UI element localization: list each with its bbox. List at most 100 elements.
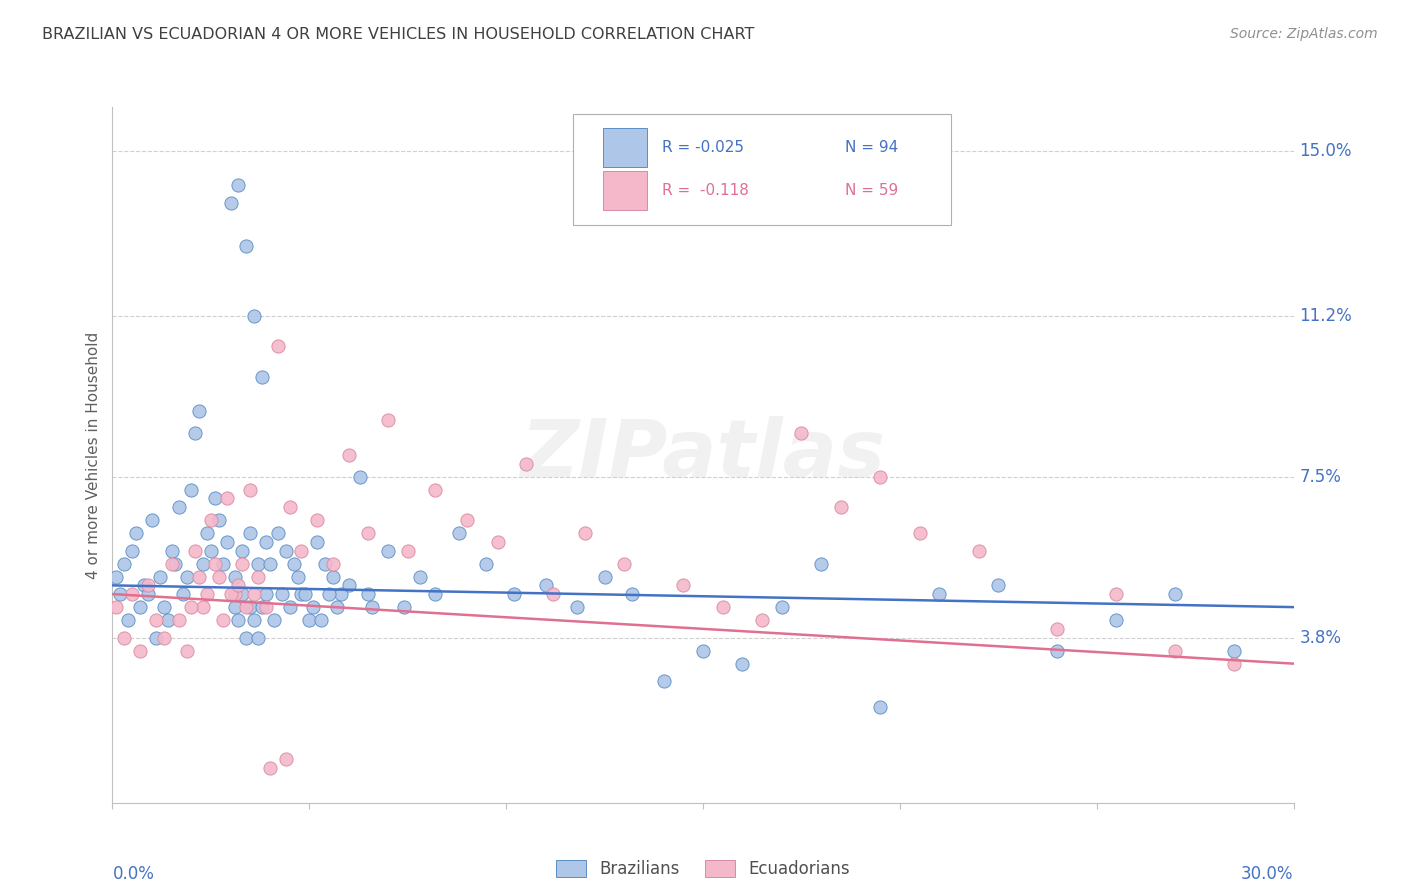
Point	[1046, 622, 1069, 636]
Point	[396, 543, 419, 558]
Point	[200, 513, 222, 527]
Point	[228, 578, 250, 592]
Point	[224, 570, 246, 584]
Point	[357, 587, 380, 601]
Point	[208, 570, 231, 584]
Point	[326, 600, 349, 615]
Text: 30.0%: 30.0%	[1241, 865, 1294, 883]
Point	[377, 413, 399, 427]
Point	[274, 543, 297, 558]
Point	[751, 613, 773, 627]
Point	[254, 600, 277, 615]
Point	[652, 674, 675, 689]
Point	[152, 600, 174, 615]
Point	[188, 570, 211, 584]
Point	[259, 557, 281, 571]
Point	[322, 570, 344, 584]
Point	[593, 570, 616, 584]
Point	[141, 513, 163, 527]
Point	[228, 613, 250, 627]
Point	[231, 543, 253, 558]
Point	[145, 631, 167, 645]
Point	[165, 557, 187, 571]
Point	[267, 526, 290, 541]
Point	[176, 643, 198, 657]
Point	[298, 613, 321, 627]
Point	[731, 657, 754, 671]
Text: 15.0%: 15.0%	[1299, 142, 1353, 160]
Point	[456, 513, 478, 527]
Point	[278, 600, 301, 615]
Point	[810, 557, 832, 571]
Point	[121, 543, 143, 558]
Text: R =  -0.118: R = -0.118	[662, 183, 748, 198]
Point	[574, 526, 596, 541]
Point	[228, 178, 250, 193]
Point	[318, 587, 340, 601]
Point	[235, 631, 257, 645]
Text: BRAZILIAN VS ECUADORIAN 4 OR MORE VEHICLES IN HOUSEHOLD CORRELATION CHART: BRAZILIAN VS ECUADORIAN 4 OR MORE VEHICL…	[42, 27, 755, 42]
Point	[337, 578, 360, 592]
Point	[250, 369, 273, 384]
Point	[117, 613, 139, 627]
Point	[191, 557, 214, 571]
Point	[243, 309, 266, 323]
Point	[250, 600, 273, 615]
Point	[136, 587, 159, 601]
Point	[307, 513, 329, 527]
Point	[278, 500, 301, 514]
Point	[565, 600, 588, 615]
Point	[235, 600, 257, 615]
Point	[169, 613, 191, 627]
Point	[302, 600, 325, 615]
Point	[208, 513, 231, 527]
Point	[204, 491, 226, 506]
Point	[1223, 643, 1246, 657]
Bar	[603, 171, 648, 210]
Point	[235, 239, 257, 253]
Point	[188, 404, 211, 418]
Point	[425, 587, 447, 601]
Point	[200, 543, 222, 558]
Point	[215, 491, 238, 506]
Text: N = 94: N = 94	[845, 140, 898, 155]
Point	[145, 613, 167, 627]
Point	[204, 557, 226, 571]
Text: Source: ZipAtlas.com: Source: ZipAtlas.com	[1230, 27, 1378, 41]
Point	[377, 543, 399, 558]
Point	[361, 600, 384, 615]
Point	[110, 587, 132, 601]
Point	[224, 587, 246, 601]
Point	[219, 587, 242, 601]
Point	[219, 195, 242, 210]
Point	[543, 587, 565, 601]
Point	[329, 587, 352, 601]
Point	[239, 483, 262, 497]
Text: R = -0.025: R = -0.025	[662, 140, 744, 155]
Point	[869, 700, 891, 714]
Legend: Brazilians, Ecuadorians: Brazilians, Ecuadorians	[550, 854, 856, 885]
Point	[121, 587, 143, 601]
Point	[156, 613, 179, 627]
Bar	[603, 128, 648, 167]
Point	[425, 483, 447, 497]
Point	[259, 761, 281, 775]
Point	[160, 543, 183, 558]
Point	[184, 543, 207, 558]
Point	[967, 543, 990, 558]
Point	[1046, 643, 1069, 657]
Text: 11.2%: 11.2%	[1299, 307, 1353, 325]
Point	[215, 535, 238, 549]
Point	[503, 587, 526, 601]
Text: ZIPatlas: ZIPatlas	[520, 416, 886, 494]
Point	[790, 426, 813, 441]
Point	[1164, 587, 1187, 601]
Point	[309, 613, 332, 627]
Point	[349, 469, 371, 483]
Point	[290, 587, 312, 601]
Point	[1105, 613, 1128, 627]
Point	[294, 587, 316, 601]
Point	[486, 535, 509, 549]
Point	[105, 600, 128, 615]
Point	[290, 543, 312, 558]
